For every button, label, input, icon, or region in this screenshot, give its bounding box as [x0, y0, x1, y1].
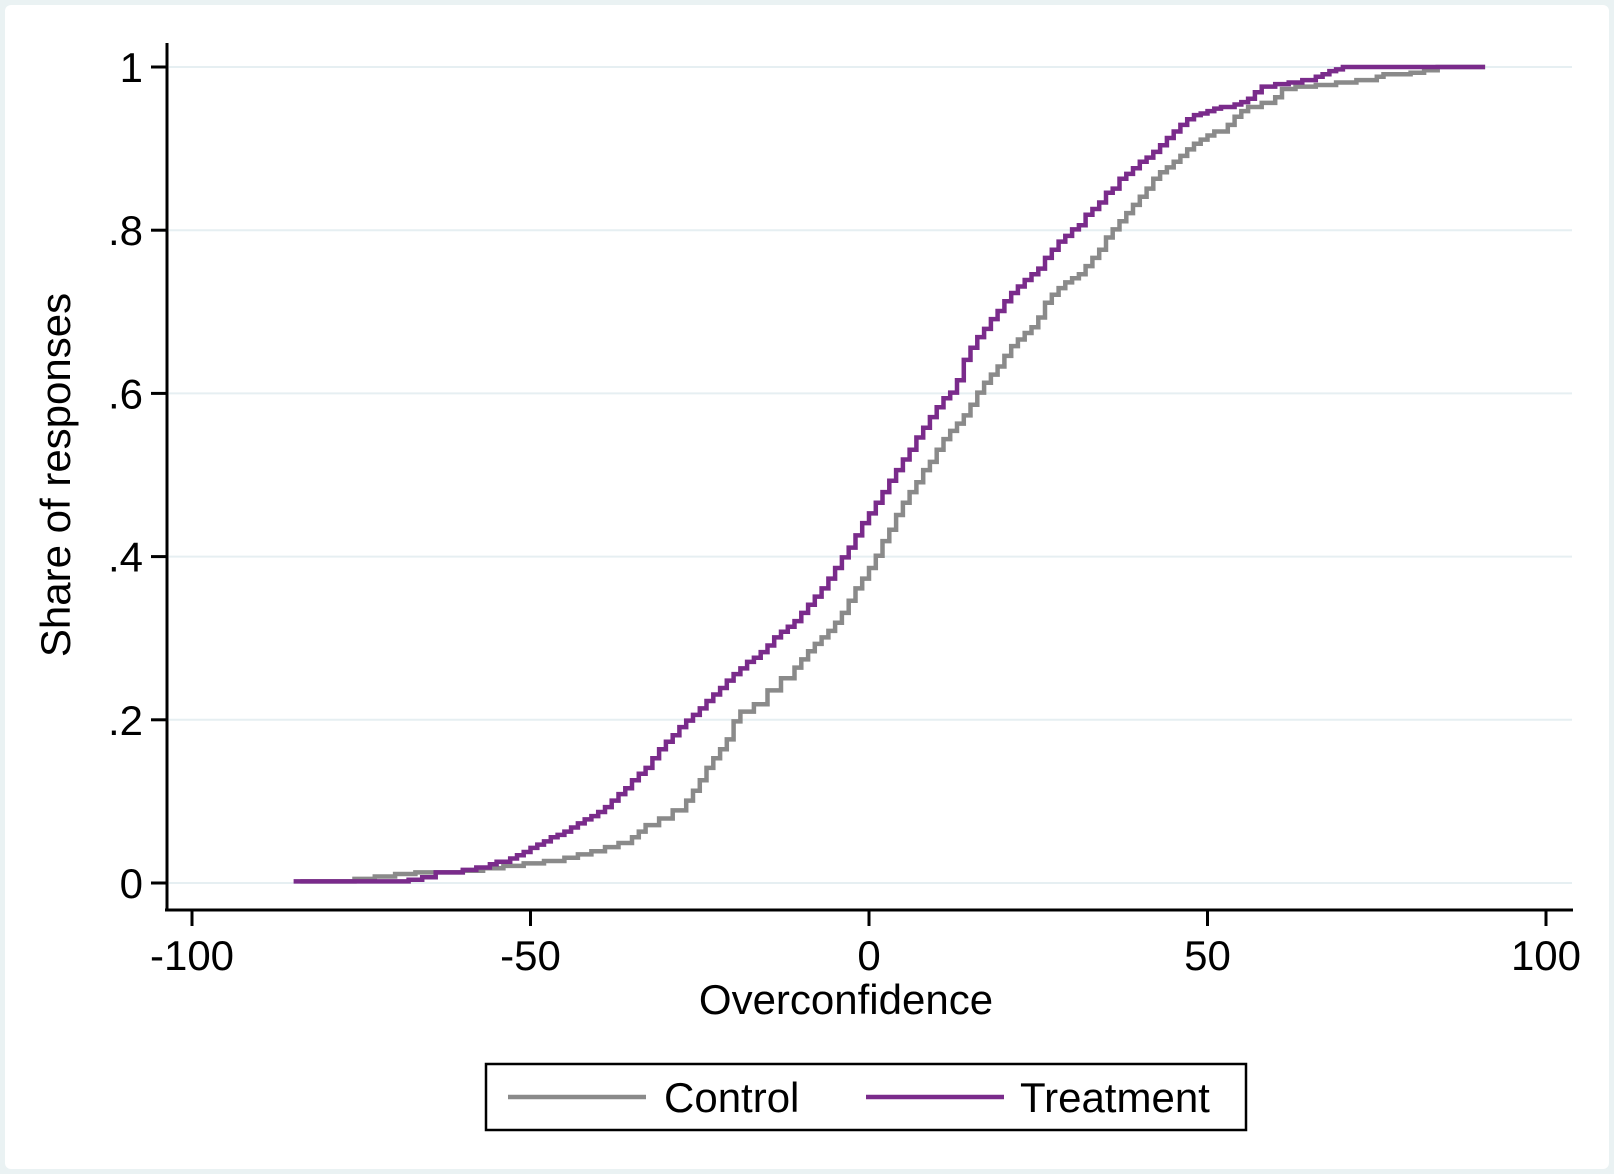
plot-background — [5, 5, 1609, 1169]
x-axis-ticks: -100 -50 0 50 100 — [150, 910, 1581, 979]
x-tick-label-0: 0 — [857, 932, 880, 979]
x-tick-label-50: 50 — [1184, 932, 1231, 979]
gridlines — [169, 66, 1572, 884]
data-series — [293, 64, 1486, 884]
y-tick-label-0.8: .8 — [108, 207, 143, 254]
y-axis-ticks: 0 .2 .4 .6 .8 1 — [108, 44, 167, 907]
x-axis-title: Overconfidence — [699, 976, 993, 1023]
legend-control-label: Control — [664, 1074, 799, 1121]
legend-treatment-label: Treatment — [1020, 1074, 1210, 1121]
x-tick-label-100: 100 — [1511, 932, 1581, 979]
y-axis-title: Share of responses — [32, 293, 79, 657]
y-tick-label-0: 0 — [120, 860, 143, 907]
y-tick-label-0.6: .6 — [108, 370, 143, 417]
x-tick-label--100: -100 — [150, 932, 234, 979]
y-tick-label-1: 1 — [120, 44, 143, 91]
y-tick-label-0.4: .4 — [108, 534, 143, 581]
y-tick-label-0.2: .2 — [108, 697, 143, 744]
x-tick-label--50: -50 — [500, 932, 561, 979]
treatment-line — [293, 64, 1486, 884]
control-line — [300, 64, 1486, 884]
legend: Control Treatment — [484, 1062, 1248, 1132]
